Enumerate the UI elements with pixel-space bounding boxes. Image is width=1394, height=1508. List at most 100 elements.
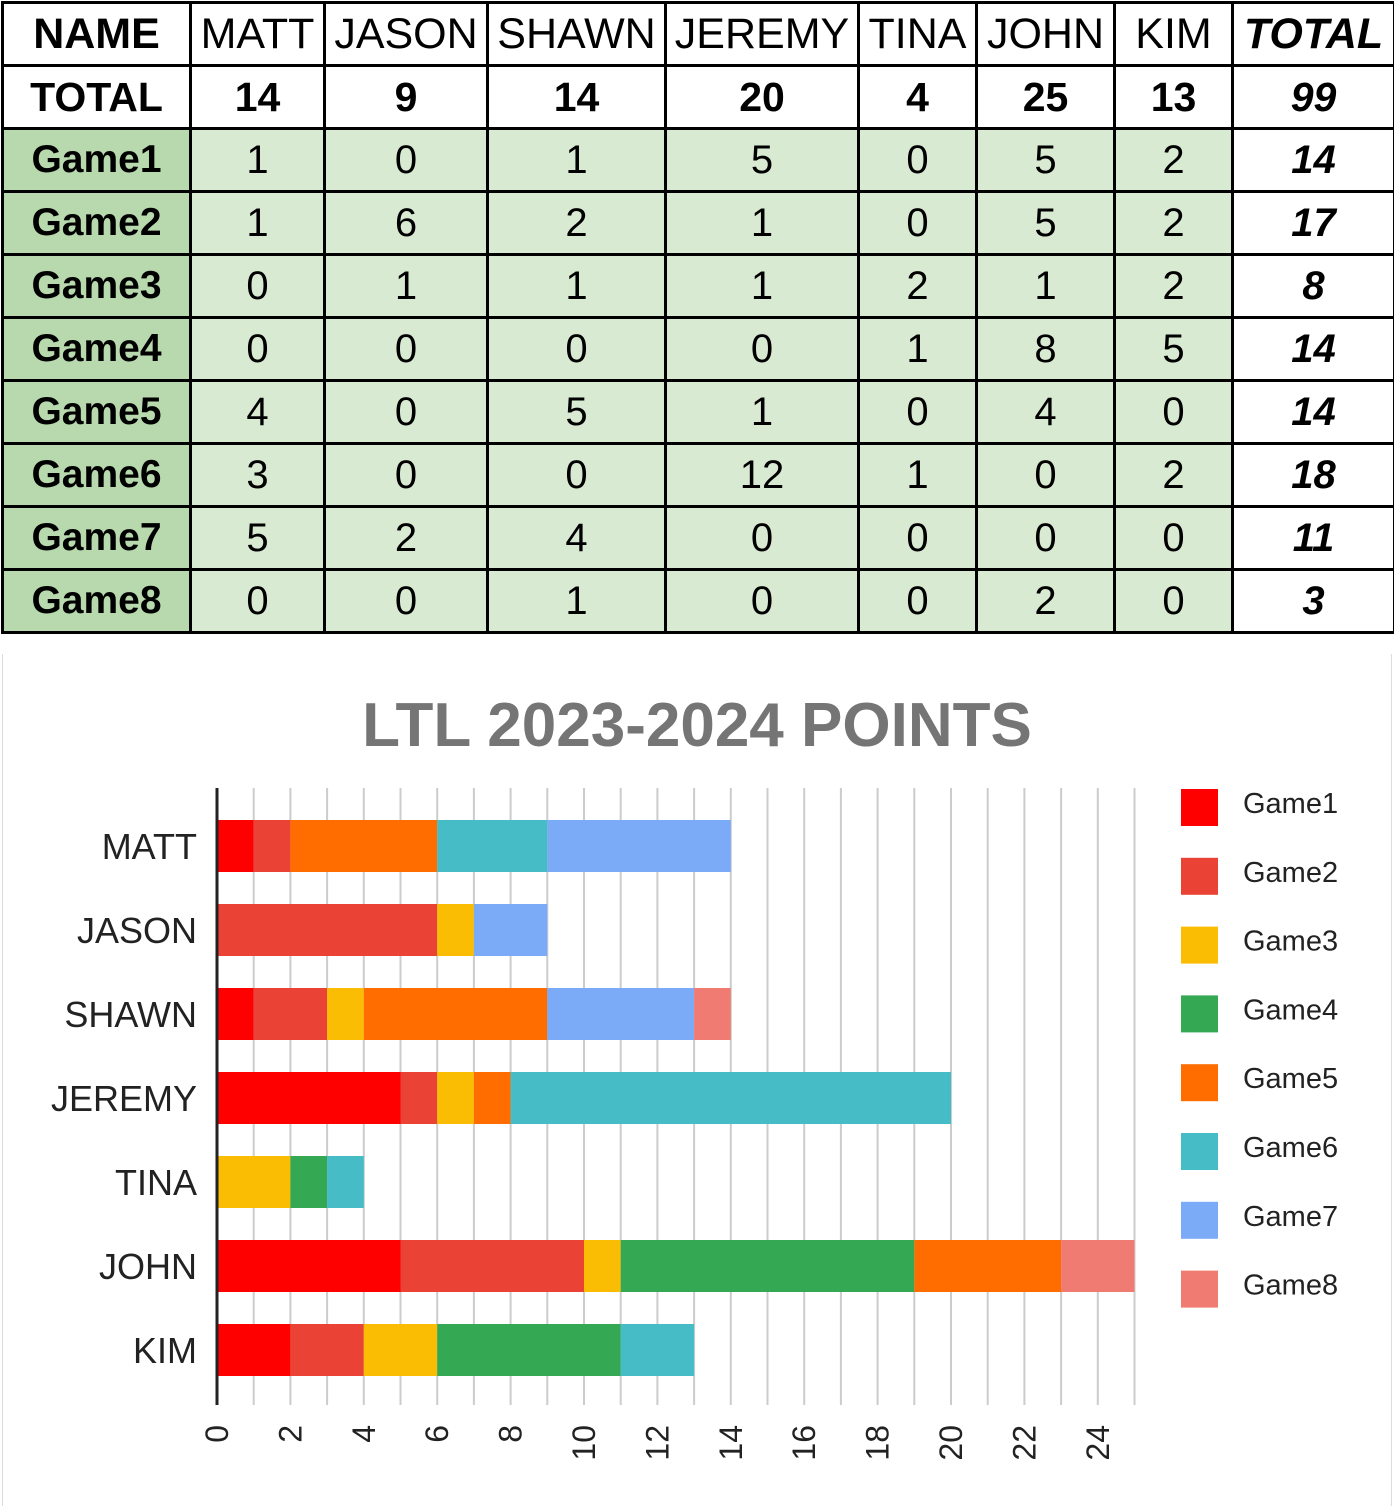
game-value-cell: 0 bbox=[1113, 379, 1234, 445]
category-label: TINA bbox=[115, 1162, 197, 1203]
game-total-cell: 14 bbox=[1231, 127, 1394, 193]
bar-segment bbox=[327, 988, 364, 1040]
legend-label: Game2 bbox=[1243, 857, 1338, 889]
grand-total-cell: 99 bbox=[1231, 64, 1394, 130]
game-value-cell: 5 bbox=[1113, 316, 1234, 382]
game-value-cell: 0 bbox=[1113, 505, 1234, 571]
x-tick-label: 4 bbox=[346, 1425, 382, 1443]
legend-swatch bbox=[1181, 926, 1218, 964]
x-tick-label: 18 bbox=[860, 1425, 896, 1461]
bar-segment bbox=[217, 1324, 291, 1376]
game-value-cell: 1 bbox=[664, 253, 860, 319]
totals-label-cell: TOTAL bbox=[1, 64, 192, 130]
bar-segment bbox=[253, 988, 328, 1040]
x-tick-label: 14 bbox=[713, 1425, 749, 1461]
x-tick-label: 12 bbox=[639, 1425, 675, 1461]
header-total-cell: TOTAL bbox=[1231, 1, 1394, 67]
game-value-cell: 1 bbox=[975, 253, 1116, 319]
legend-swatch bbox=[1181, 1201, 1218, 1239]
game-value-cell: 0 bbox=[857, 127, 978, 193]
game-total-cell: 18 bbox=[1231, 442, 1394, 508]
game-value-cell: 1 bbox=[189, 127, 326, 193]
bar-segment bbox=[620, 1324, 695, 1376]
header-player-cell: MATT bbox=[189, 1, 326, 67]
game-value-cell: 0 bbox=[857, 505, 978, 571]
player-total-cell: 20 bbox=[664, 64, 860, 130]
game-value-cell: 0 bbox=[323, 316, 489, 382]
x-tick-label: 0 bbox=[199, 1425, 235, 1443]
game-value-cell: 2 bbox=[1113, 190, 1234, 256]
game-value-cell: 4 bbox=[189, 379, 326, 445]
game-value-cell: 0 bbox=[323, 568, 489, 634]
legend-swatch bbox=[1181, 995, 1218, 1033]
game-value-cell: 0 bbox=[975, 442, 1116, 508]
x-tick-label: 16 bbox=[786, 1425, 822, 1461]
legend-swatch bbox=[1181, 1270, 1218, 1308]
chart-title: LTL 2023-2024 POINTS bbox=[362, 691, 1032, 760]
header-player-cell: SHAWN bbox=[486, 1, 667, 67]
game-total-cell: 17 bbox=[1231, 190, 1394, 256]
game-value-cell: 2 bbox=[1113, 127, 1234, 193]
legend-label: Game8 bbox=[1243, 1270, 1338, 1302]
game-value-cell: 0 bbox=[323, 127, 489, 193]
player-total-cell: 14 bbox=[189, 64, 326, 130]
bar-segment bbox=[473, 904, 548, 956]
game-value-cell: 1 bbox=[189, 190, 326, 256]
category-label: MATT bbox=[102, 826, 197, 867]
game-value-cell: 0 bbox=[857, 190, 978, 256]
header-player-cell: JEREMY bbox=[664, 1, 860, 67]
player-total-cell: 9 bbox=[323, 64, 489, 130]
game-value-cell: 5 bbox=[486, 379, 667, 445]
legend-label: Game5 bbox=[1243, 1063, 1338, 1095]
bar-segment bbox=[547, 988, 695, 1040]
game-value-cell: 8 bbox=[975, 316, 1116, 382]
legend-label: Game6 bbox=[1243, 1132, 1338, 1164]
x-tick-label: 2 bbox=[272, 1425, 308, 1443]
bar-segment bbox=[437, 1072, 474, 1124]
game-value-cell: 0 bbox=[664, 568, 860, 634]
game-total-cell: 3 bbox=[1231, 568, 1394, 634]
player-total-cell: 4 bbox=[857, 64, 978, 130]
game-value-cell: 4 bbox=[975, 379, 1116, 445]
bar-segment bbox=[400, 1240, 584, 1292]
bar-segment bbox=[253, 820, 291, 872]
game-label-cell: Game8 bbox=[1, 568, 192, 634]
legend-swatch bbox=[1181, 1133, 1218, 1170]
legend-label: Game3 bbox=[1243, 926, 1338, 958]
game-label-cell: Game5 bbox=[1, 379, 192, 445]
player-total-cell: 14 bbox=[486, 64, 667, 130]
bar-segment bbox=[327, 1156, 364, 1208]
bar-segment bbox=[437, 904, 474, 956]
legend-swatch bbox=[1181, 1064, 1218, 1102]
game-value-cell: 2 bbox=[975, 568, 1116, 634]
game-value-cell: 5 bbox=[975, 190, 1116, 256]
bar-segment bbox=[473, 1072, 511, 1124]
game-value-cell: 5 bbox=[975, 127, 1116, 193]
category-label: SHAWN bbox=[64, 994, 197, 1035]
legend-label: Game1 bbox=[1243, 788, 1338, 820]
game-total-cell: 11 bbox=[1231, 505, 1394, 571]
game-value-cell: 1 bbox=[857, 316, 978, 382]
bar-segment bbox=[694, 988, 731, 1040]
game-value-cell: 0 bbox=[189, 253, 326, 319]
bar-segment bbox=[547, 820, 731, 872]
game-label-cell: Game7 bbox=[1, 505, 192, 571]
x-tick-label: 20 bbox=[933, 1425, 969, 1461]
score-table: NAME MATT JASON SHAWN JEREMY TINA JOHN KIM TOTAL… bbox=[1, 1, 1394, 634]
bar-segment bbox=[217, 1240, 401, 1292]
game-value-cell: 6 bbox=[323, 190, 489, 256]
table-game-row: Game1 1 0 1 5 0 5 2 14 bbox=[1, 127, 1394, 193]
game-value-cell: 0 bbox=[323, 442, 489, 508]
x-tick-label: 24 bbox=[1080, 1425, 1116, 1461]
header-name-cell: NAME bbox=[1, 1, 192, 67]
game-label-cell: Game4 bbox=[1, 316, 192, 382]
game-value-cell: 0 bbox=[323, 379, 489, 445]
bar-segment bbox=[217, 1072, 401, 1124]
game-total-cell: 14 bbox=[1231, 316, 1394, 382]
header-player-cell: JASON bbox=[323, 1, 489, 67]
game-value-cell: 0 bbox=[1113, 568, 1234, 634]
game-value-cell: 3 bbox=[189, 442, 326, 508]
game-value-cell: 2 bbox=[323, 505, 489, 571]
game-value-cell: 0 bbox=[486, 316, 667, 382]
legend-swatch bbox=[1181, 789, 1218, 826]
